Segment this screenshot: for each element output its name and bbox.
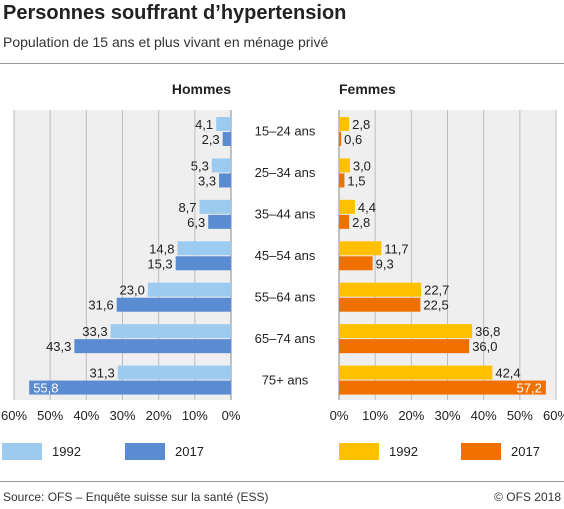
age-category-label: 15–24 ans: [255, 124, 316, 139]
hommes-panel: 60% 50% 40% 30% 20% 10% 0% Hommes 4,1 5,3 8,7 14,8 2…: [1, 81, 241, 423]
femmes-tick-label: 50%: [507, 408, 533, 423]
hommes-tick-label: 60%: [1, 408, 27, 423]
hommes-bar-2017: [116, 297, 231, 312]
femmes-value-label-2017: 9,3: [376, 256, 394, 271]
legend-femmes-1992-swatch: [339, 443, 379, 460]
hommes-value-label-2017: 15,3: [147, 256, 172, 271]
femmes-value-label-1992: 2,8: [352, 117, 370, 132]
femmes-value-label-1992: 42,4: [495, 366, 520, 381]
hommes-tick-label: 50%: [37, 408, 63, 423]
femmes-bar-1992: [339, 199, 355, 214]
legend-femmes-2017-label: 2017: [511, 444, 540, 459]
femmes-bar-2017: [339, 297, 421, 312]
hommes-value-label-1992: 5,3: [191, 158, 209, 173]
femmes-bar-2017: [339, 173, 345, 188]
chart-legend: 1992 2017 1992 2017: [2, 443, 540, 460]
femmes-panel-title: Femmes: [339, 81, 396, 97]
chart-title: Personnes souffrant d’hypertension: [3, 2, 347, 24]
femmes-panel: 0% 10% 20% 30% 40% 50% 60% Femmes 2,8 3,0 4,4 11,7 2…: [330, 81, 564, 423]
femmes-tick-label: 0%: [330, 408, 349, 423]
femmes-value-label-2017: 22,5: [423, 298, 448, 313]
age-category-label: 45–54 ans: [255, 248, 316, 263]
hommes-bar-2017: [175, 256, 231, 271]
hommes-bar-1992: [147, 282, 231, 297]
hommes-bar-1992: [117, 365, 231, 380]
bottom-divider: [0, 481, 564, 482]
femmes-bar-2017: [339, 214, 350, 229]
age-category-label: 35–44 ans: [255, 207, 316, 222]
femmes-bar-1992: [339, 158, 350, 173]
legend-hommes-1992-swatch: [2, 443, 42, 460]
hommes-value-label-2017: 3,3: [198, 173, 216, 188]
femmes-value-label-1992: 4,4: [358, 200, 376, 215]
femmes-bar-1992: [339, 282, 422, 297]
chart-subtitle: Population de 15 ans et plus vivant en m…: [3, 34, 329, 50]
age-category-label: 65–74 ans: [255, 331, 316, 346]
hommes-tick-label: 30%: [109, 408, 135, 423]
source-note: Source: OFS – Enquête suisse sur la sant…: [3, 490, 269, 504]
hommes-bar-1992: [216, 117, 231, 131]
femmes-bar-1992: [339, 241, 382, 256]
femmes-bar-1992: [339, 324, 473, 339]
femmes-value-label-2017: 1,5: [347, 173, 365, 188]
femmes-value-label-1992: 11,7: [384, 241, 408, 256]
femmes-value-label-1992: 22,7: [424, 283, 449, 298]
hommes-value-label-1992: 14,8: [149, 241, 174, 256]
hommes-value-label-2017: 2,3: [202, 132, 220, 147]
hommes-panel-title: Hommes: [172, 81, 231, 97]
femmes-value-label-1992: 36,8: [475, 324, 500, 339]
femmes-bar-2017: [339, 132, 342, 146]
hommes-bar-2017: [222, 132, 231, 146]
hommes-value-label-1992: 23,0: [120, 283, 145, 298]
hommes-value-label-2017: 6,3: [187, 215, 205, 230]
age-category-label: 75+ ans: [262, 372, 309, 387]
hommes-tick-label: 40%: [73, 408, 99, 423]
hommes-tick-label: 20%: [146, 408, 172, 423]
femmes-value-label-2017: 2,8: [352, 215, 370, 230]
femmes-value-label-2017: 36,0: [472, 339, 497, 354]
legend-hommes-1992-label: 1992: [52, 444, 81, 459]
age-category-label: 55–64 ans: [255, 289, 316, 304]
femmes-bar-1992: [339, 117, 350, 131]
femmes-tick-label: 40%: [471, 408, 497, 423]
femmes-value-label-1992: 3,0: [353, 158, 371, 173]
copyright-note: © OFS 2018: [494, 490, 561, 504]
femmes-bar-2017: [339, 380, 546, 395]
hommes-bar-2017: [208, 214, 231, 229]
femmes-tick-label: 20%: [398, 408, 424, 423]
hommes-bar-1992: [177, 241, 231, 256]
hypertension-chart: 60% 50% 40% 30% 20% 10% 0% Hommes 4,1 5,3 8,7 14,8 2…: [1, 81, 564, 460]
hommes-bar-1992: [211, 158, 231, 173]
legend-hommes-2017-swatch: [125, 443, 165, 460]
femmes-tick-label: 10%: [362, 408, 388, 423]
femmes-tick-label: 30%: [434, 408, 460, 423]
hommes-bar-2017: [74, 339, 231, 354]
top-divider: [0, 63, 564, 64]
hommes-bar-2017: [219, 173, 231, 188]
hommes-value-label-1992: 33,3: [82, 324, 107, 339]
hommes-bar-1992: [110, 324, 231, 339]
hommes-value-label-1992: 4,1: [195, 117, 213, 132]
hommes-tick-label: 0%: [222, 408, 241, 423]
legend-femmes-1992-label: 1992: [389, 444, 418, 459]
hommes-value-label-2017: 55,8: [33, 381, 58, 396]
hommes-value-label-2017: 31,6: [88, 298, 113, 313]
hommes-tick-label: 10%: [182, 408, 208, 423]
femmes-bar-2017: [339, 339, 470, 354]
hommes-value-label-1992: 8,7: [178, 200, 196, 215]
femmes-bar-2017: [339, 256, 373, 271]
femmes-bar-1992: [339, 365, 493, 380]
hommes-value-label-2017: 43,3: [46, 339, 71, 354]
femmes-value-label-2017: 57,2: [517, 381, 542, 396]
legend-femmes-2017-swatch: [461, 443, 501, 460]
legend-hommes-2017-label: 2017: [175, 444, 204, 459]
femmes-value-label-2017: 0,6: [344, 132, 362, 147]
hommes-bar-2017: [29, 380, 231, 395]
hommes-value-label-1992: 31,3: [89, 366, 114, 381]
age-category-label: 25–34 ans: [255, 165, 316, 180]
hommes-bar-1992: [199, 199, 231, 214]
femmes-tick-label: 60%: [543, 408, 564, 423]
age-category-labels: 15–24 ans 25–34 ans 35–44 ans 45–54 ans 55–6…: [255, 124, 316, 388]
